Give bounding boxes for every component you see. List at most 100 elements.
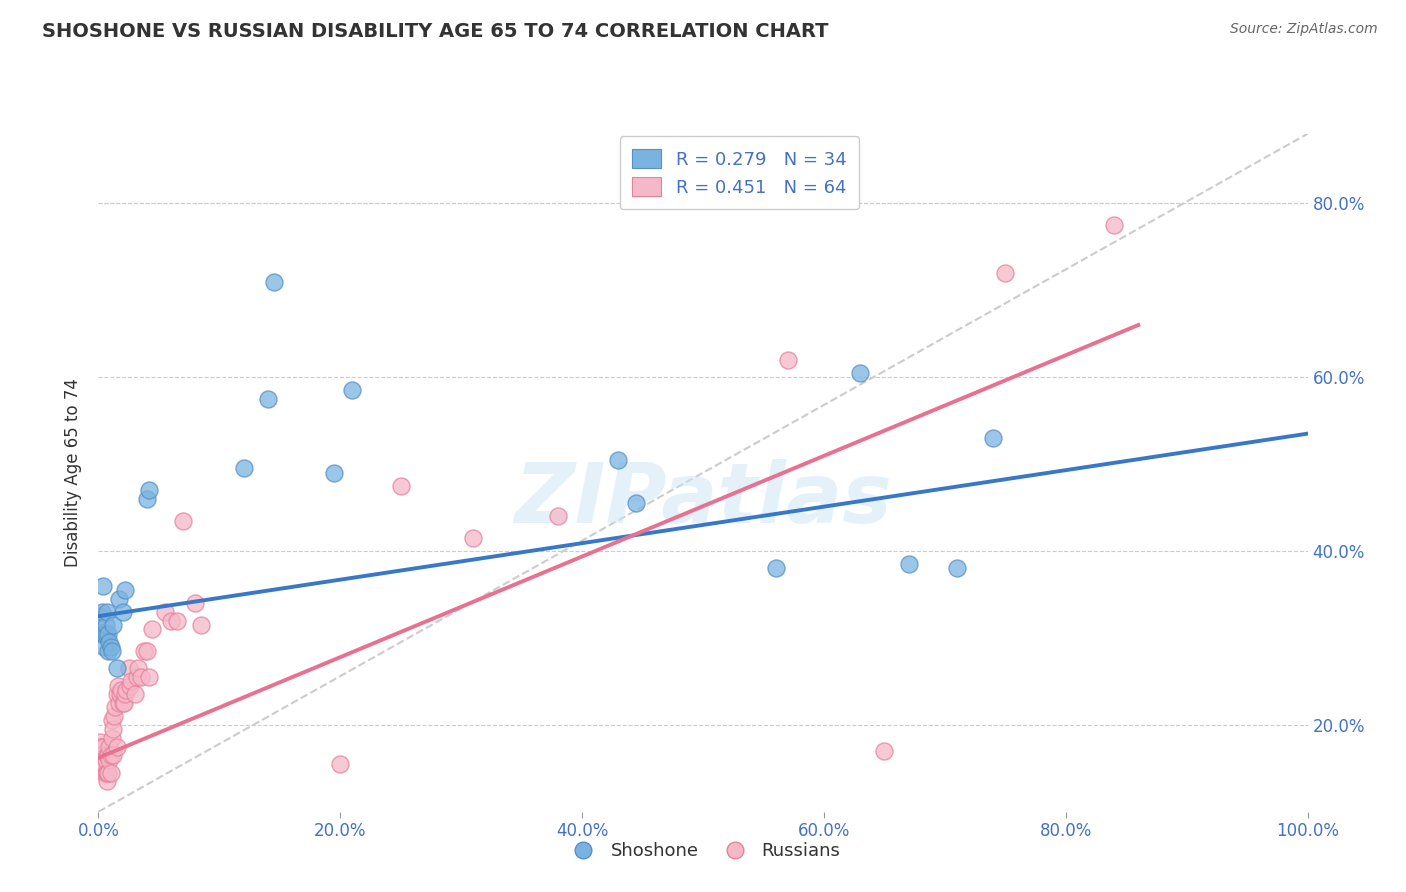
Y-axis label: Disability Age 65 to 74: Disability Age 65 to 74 — [65, 378, 83, 567]
Point — [172, 514, 194, 528]
Point — [256, 392, 278, 406]
Point — [98, 753, 121, 767]
Point — [607, 452, 630, 467]
Point — [91, 756, 114, 771]
Point — [110, 683, 132, 698]
Point — [94, 753, 117, 767]
Point — [108, 687, 131, 701]
Point — [101, 722, 124, 736]
Point — [127, 661, 149, 675]
Point — [100, 731, 122, 745]
Point — [96, 605, 118, 619]
Point — [463, 531, 485, 545]
Legend: R = 0.279   N = 34, R = 0.451   N = 64: R = 0.279 N = 34, R = 0.451 N = 64 — [620, 136, 859, 210]
Point — [93, 761, 115, 775]
Point — [97, 765, 120, 780]
Point — [124, 687, 146, 701]
Point — [100, 644, 122, 658]
Point — [166, 614, 188, 628]
Point — [127, 670, 149, 684]
Point — [94, 618, 117, 632]
Point — [232, 461, 254, 475]
Point — [94, 765, 117, 780]
Point — [160, 614, 183, 628]
Point — [138, 670, 160, 684]
Point — [93, 640, 115, 654]
Point — [91, 753, 114, 767]
Point — [108, 591, 131, 606]
Point — [100, 765, 122, 780]
Point — [141, 622, 163, 636]
Point — [111, 605, 134, 619]
Text: Source: ZipAtlas.com: Source: ZipAtlas.com — [1230, 22, 1378, 37]
Point — [114, 687, 136, 701]
Point — [93, 626, 115, 640]
Point — [118, 661, 141, 675]
Point — [897, 557, 920, 571]
Point — [120, 674, 142, 689]
Point — [97, 626, 120, 640]
Point — [89, 739, 111, 754]
Point — [100, 748, 122, 763]
Point — [94, 626, 117, 640]
Point — [129, 670, 152, 684]
Point — [105, 687, 128, 701]
Point — [134, 644, 156, 658]
Point — [91, 748, 114, 763]
Point — [91, 626, 114, 640]
Point — [91, 756, 114, 771]
Point — [107, 679, 129, 693]
Point — [89, 609, 111, 624]
Point — [91, 739, 114, 754]
Point — [108, 696, 131, 710]
Point — [1102, 218, 1125, 232]
Point — [114, 583, 136, 598]
Point — [118, 679, 141, 693]
Point — [96, 748, 118, 763]
Point — [93, 765, 115, 780]
Point — [849, 366, 872, 380]
Text: SHOSHONE VS RUSSIAN DISABILITY AGE 65 TO 74 CORRELATION CHART: SHOSHONE VS RUSSIAN DISABILITY AGE 65 TO… — [42, 22, 828, 41]
Point — [111, 696, 134, 710]
Point — [112, 696, 135, 710]
Point — [190, 618, 212, 632]
Text: ZIPatlas: ZIPatlas — [515, 459, 891, 541]
Point — [89, 735, 111, 749]
Point — [97, 644, 120, 658]
Point — [994, 266, 1017, 280]
Point — [135, 644, 157, 658]
Point — [153, 605, 176, 619]
Point — [389, 479, 412, 493]
Point — [105, 739, 128, 754]
Point — [547, 509, 569, 524]
Point — [105, 661, 128, 675]
Point — [101, 618, 124, 632]
Point — [626, 496, 648, 510]
Point — [103, 709, 125, 723]
Point — [323, 466, 346, 480]
Point — [90, 626, 112, 640]
Point — [90, 739, 112, 754]
Point — [981, 431, 1004, 445]
Point — [115, 683, 138, 698]
Point — [184, 596, 207, 610]
Point — [98, 739, 121, 754]
Point — [776, 352, 799, 367]
Point — [96, 774, 118, 789]
Point — [97, 748, 120, 763]
Point — [946, 561, 969, 575]
Point — [138, 483, 160, 497]
Point — [342, 383, 364, 397]
Point — [765, 561, 787, 575]
Point — [90, 748, 112, 763]
Point — [91, 605, 114, 619]
Point — [104, 700, 127, 714]
Point — [100, 714, 122, 728]
Point — [135, 491, 157, 506]
Point — [100, 640, 122, 654]
Point — [98, 635, 121, 649]
Point — [329, 756, 352, 771]
Point — [96, 765, 118, 780]
Point — [101, 748, 124, 763]
Point — [93, 756, 115, 771]
